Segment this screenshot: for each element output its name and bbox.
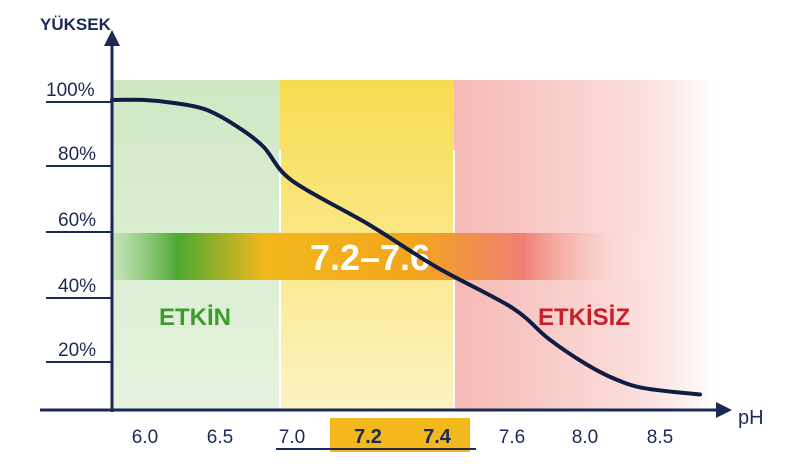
x-tick-labels: 6.0 6.5 7.0 7.2 7.4 7.6 8.0 8.5 — [132, 426, 673, 448]
y-tick-label: 60% — [58, 210, 96, 231]
axes — [40, 30, 732, 418]
x-tick-label-highlight: 7.4 — [423, 426, 452, 448]
y-tick-label: 20% — [58, 340, 96, 361]
zone-label-effective: ETKİN — [159, 304, 231, 331]
y-axis-title: YÜKSEK — [40, 15, 112, 34]
x-tick-label: 8.5 — [647, 427, 673, 448]
zone-label-ineffective: ETKİSİZ — [538, 304, 630, 331]
effectiveness-curve — [110, 97, 702, 397]
highlight-tick-box — [330, 418, 470, 452]
x-tick-label: 6.0 — [132, 427, 158, 448]
y-tick-labels: 100% 80% 60% 40% 20% — [46, 80, 96, 361]
x-tick-label: 8.0 — [572, 427, 598, 448]
optimal-range-label: 7.2–7.6 — [310, 237, 430, 278]
y-tick-label: 40% — [58, 276, 96, 297]
y-axis-arrow-icon — [104, 30, 120, 46]
x-axis-arrow-icon — [716, 402, 732, 418]
x-tick-label-highlight: 7.2 — [354, 426, 382, 448]
y-tick-label: 80% — [58, 144, 96, 165]
y-tick-label: 100% — [46, 80, 95, 101]
x-axis-title: pH — [738, 407, 764, 429]
x-tick-label: 6.5 — [207, 427, 233, 448]
y-tick-marks — [46, 101, 112, 363]
x-tick-label: 7.0 — [279, 427, 305, 448]
x-tick-label: 7.6 — [499, 427, 525, 448]
optimal-range-band — [112, 233, 660, 280]
